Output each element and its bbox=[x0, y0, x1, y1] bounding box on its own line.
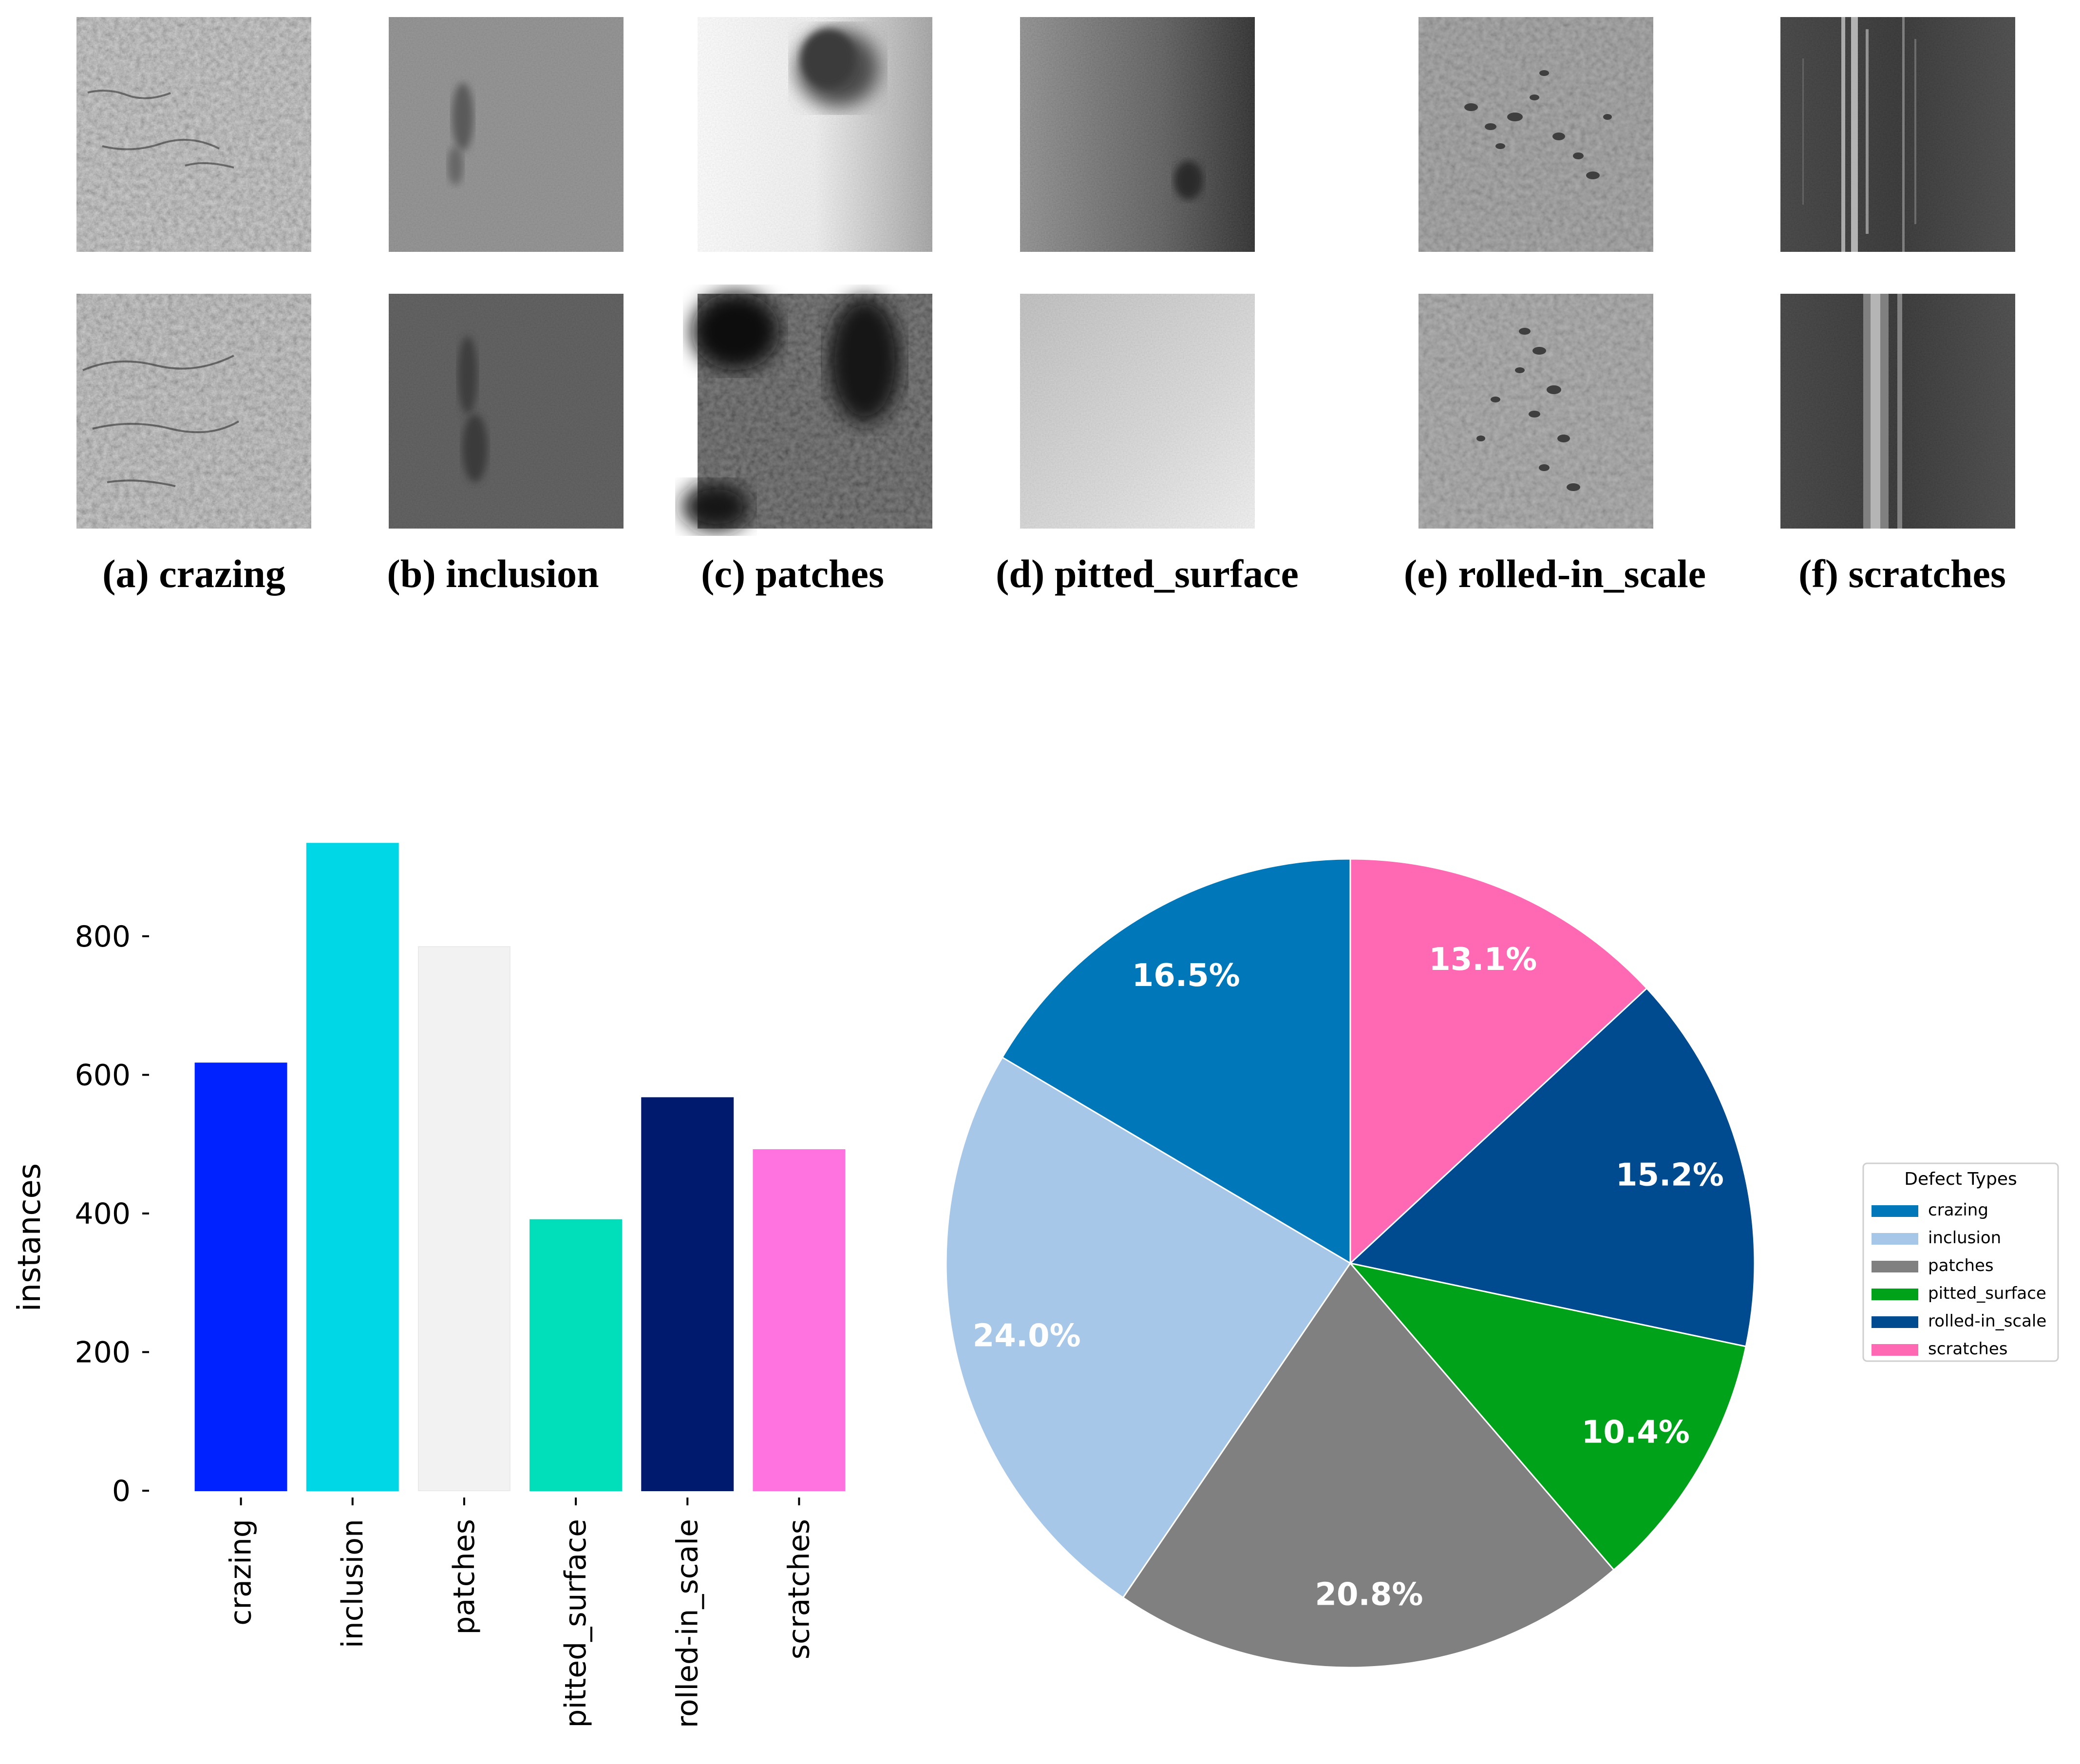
legend-entry-inclusion: inclusion bbox=[1928, 1228, 2001, 1248]
legend-swatch-inclusion bbox=[1872, 1233, 1918, 1245]
sample-patches-bottom bbox=[682, 292, 932, 531]
legend-entry-patches: patches bbox=[1928, 1256, 1994, 1275]
legend-entry-scratches: scratches bbox=[1928, 1339, 2007, 1359]
sample-pitted-top bbox=[1020, 17, 1255, 252]
y-tick-label: 200 bbox=[75, 1335, 131, 1369]
legend-swatch-patches bbox=[1872, 1261, 1918, 1272]
sample-crazing-bottom bbox=[76, 294, 311, 529]
pie-label-crazing: 16.5% bbox=[1132, 958, 1240, 994]
pie-label-patches: 20.8% bbox=[1315, 1577, 1423, 1613]
pie-slice-crazing bbox=[1001, 858, 1351, 1265]
bar-inclusion bbox=[306, 843, 399, 1491]
legend-swatch-scratches bbox=[1872, 1344, 1918, 1356]
y-tick-label: 800 bbox=[75, 920, 131, 954]
bar-rolled-in_scale bbox=[641, 1097, 734, 1491]
sample-rolled-bottom bbox=[1418, 294, 1653, 529]
legend-swatch-crazing bbox=[1872, 1205, 1918, 1217]
pie-legend: Defect Types crazing inclusion patches pitt… bbox=[1862, 1162, 2059, 1362]
sample-image-grid: (a) crazing (b) inclusion (c) patches (d… bbox=[76, 17, 2015, 596]
pie-slice-scratches bbox=[1349, 858, 1648, 1265]
pie-slice-inclusion bbox=[945, 1056, 1352, 1599]
bar-patches bbox=[417, 946, 511, 1491]
sample-crazing-top bbox=[76, 17, 311, 252]
sample-inclusion-top bbox=[389, 17, 624, 252]
pie-label-inclusion: 24.0% bbox=[973, 1318, 1081, 1354]
legend-entry-pitted_surface: pitted_surface bbox=[1928, 1284, 2046, 1303]
sample-scratches-bottom bbox=[1780, 294, 2015, 529]
y-tick-label: 600 bbox=[75, 1058, 131, 1092]
x-tick-label: inclusion bbox=[336, 1519, 370, 1648]
y-axis-label: instances bbox=[12, 1163, 48, 1311]
panel-label-scratches: (f) scratches bbox=[1798, 551, 2006, 596]
pie-label-rolled-in_scale: 15.2% bbox=[1616, 1157, 1724, 1193]
legend-swatch-rolled-in_scale bbox=[1872, 1316, 1918, 1328]
sample-pitted-bottom bbox=[1020, 294, 1255, 529]
legend-swatch-pitted_surface bbox=[1872, 1289, 1918, 1300]
bar-crazing bbox=[194, 1062, 287, 1492]
legend-entry-rolled-in_scale: rolled-in_scale bbox=[1928, 1311, 2046, 1331]
pie-chart: 16.5% 24.0% 20.8% 10.4% 15.2% 13.1% bbox=[945, 858, 1756, 1669]
panel-label-pitted-surface: (d) pitted_surface bbox=[996, 551, 1299, 596]
x-tick-label: scratches bbox=[782, 1519, 816, 1659]
sample-inclusion-bottom bbox=[389, 294, 624, 529]
panel-label-inclusion: (b) inclusion bbox=[387, 551, 599, 596]
pie-label-scratches: 13.1% bbox=[1429, 942, 1537, 978]
panel-label-patches: (c) patches bbox=[701, 551, 884, 596]
x-tick-label: crazing bbox=[224, 1519, 258, 1626]
y-tick-label: 0 bbox=[112, 1474, 131, 1508]
y-tick-label: 400 bbox=[75, 1197, 131, 1231]
bar-pitted_surface bbox=[529, 1219, 623, 1491]
pie-slice-rolled-in_scale bbox=[1348, 987, 1756, 1347]
pie-slice-pitted_surface bbox=[1348, 1262, 1747, 1571]
legend-title: Defect Types bbox=[1904, 1169, 2017, 1189]
sample-patches-top bbox=[698, 17, 932, 252]
x-tick-label: pitted_surface bbox=[559, 1519, 593, 1728]
legend-entry-crazing: crazing bbox=[1928, 1200, 1988, 1220]
x-tick-label: rolled-in_scale bbox=[670, 1519, 704, 1728]
sample-scratches-top bbox=[1780, 17, 2015, 252]
bar-chart: 0 200 400 600 800 instances crazing inclusion pa… bbox=[12, 843, 846, 1728]
sample-rolled-top bbox=[1418, 17, 1653, 252]
pie-slice-patches bbox=[1122, 1262, 1615, 1669]
pie-label-pitted_surface: 10.4% bbox=[1582, 1414, 1690, 1450]
panel-label-rolled-in-scale: (e) rolled-in_scale bbox=[1404, 551, 1706, 596]
bar-scratches bbox=[753, 1149, 846, 1491]
x-tick-label: patches bbox=[447, 1519, 481, 1635]
panel-label-crazing: (a) crazing bbox=[102, 551, 285, 596]
